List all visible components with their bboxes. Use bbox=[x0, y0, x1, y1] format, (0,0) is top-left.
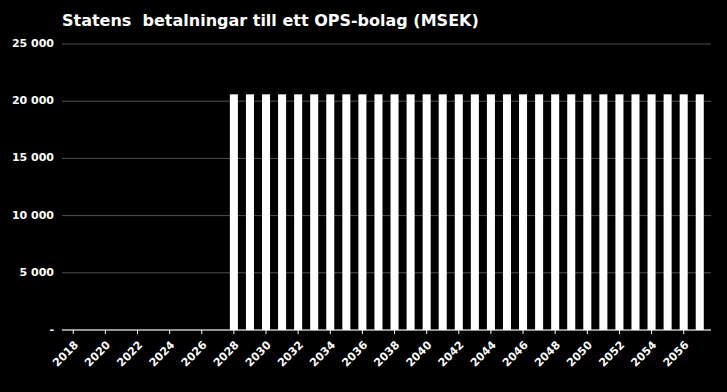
bar bbox=[696, 94, 704, 330]
bar bbox=[342, 94, 350, 330]
bar bbox=[455, 94, 463, 330]
bar bbox=[471, 94, 479, 330]
bar bbox=[278, 94, 286, 330]
title: Statens betalningar till ett OPS-bolag (… bbox=[62, 11, 479, 30]
grid-line bbox=[62, 101, 711, 102]
grid-line bbox=[62, 158, 711, 159]
grid-line bbox=[62, 330, 711, 331]
x-tick bbox=[555, 330, 556, 334]
x-tick-label: 2032 bbox=[275, 339, 306, 370]
bar bbox=[583, 94, 591, 330]
y-tick-label: 25 000 bbox=[12, 37, 54, 50]
bar bbox=[631, 94, 639, 330]
grid bbox=[62, 44, 711, 330]
bar bbox=[487, 94, 495, 330]
bars bbox=[230, 94, 704, 330]
bar bbox=[680, 94, 688, 330]
x-tick-label: 2040 bbox=[404, 338, 435, 369]
bar bbox=[358, 94, 366, 330]
bar bbox=[310, 94, 318, 330]
x-tick-label: 2036 bbox=[339, 338, 370, 369]
x-tick-label: 2056 bbox=[661, 338, 692, 369]
bar bbox=[230, 94, 238, 330]
x-tick-label: 2046 bbox=[500, 338, 531, 369]
bar bbox=[374, 94, 382, 330]
x-tick-label: 2048 bbox=[532, 339, 563, 370]
bar bbox=[246, 94, 254, 330]
x-tick bbox=[587, 330, 588, 334]
bar bbox=[423, 94, 431, 330]
grid-line bbox=[62, 44, 711, 45]
x-tick bbox=[233, 330, 234, 334]
x-tick bbox=[523, 330, 524, 334]
x-tick bbox=[201, 330, 202, 334]
x-tick bbox=[298, 330, 299, 334]
x-tick-label: 2030 bbox=[243, 338, 274, 369]
x-tick bbox=[137, 330, 138, 334]
x-tick bbox=[362, 330, 363, 334]
x-tick bbox=[619, 330, 620, 334]
x-tick bbox=[169, 330, 170, 334]
x-tick-label: 2054 bbox=[628, 338, 659, 369]
y-tick-label: 5 000 bbox=[20, 266, 55, 279]
x-tick bbox=[73, 330, 74, 334]
x-axis-line bbox=[62, 330, 711, 331]
bar bbox=[615, 94, 623, 330]
background bbox=[0, 0, 727, 392]
x-tick-label: 2022 bbox=[114, 339, 145, 370]
y-tick-label: - bbox=[49, 323, 54, 336]
bar bbox=[567, 94, 575, 330]
x-tick-label: 2020 bbox=[82, 338, 113, 369]
x-tick-label: 2018 bbox=[50, 339, 81, 370]
x-tick bbox=[330, 330, 331, 334]
bar bbox=[262, 94, 270, 330]
x-tick bbox=[394, 330, 395, 334]
bar bbox=[599, 94, 607, 330]
x-tick bbox=[266, 330, 267, 334]
bar bbox=[535, 94, 543, 330]
x-tick bbox=[651, 330, 652, 334]
x-tick-label: 2024 bbox=[147, 338, 178, 369]
x-tick bbox=[426, 330, 427, 334]
bar bbox=[551, 94, 559, 330]
bar bbox=[391, 94, 399, 330]
y-tick-label: 15 000 bbox=[12, 151, 54, 164]
bar bbox=[648, 94, 656, 330]
x-tick bbox=[683, 330, 684, 334]
x-axis: 2018202020222024202620282030203220342036… bbox=[50, 330, 711, 369]
x-tick bbox=[458, 330, 459, 334]
x-tick-label: 2038 bbox=[371, 339, 402, 370]
x-tick bbox=[490, 330, 491, 334]
bar bbox=[503, 94, 511, 330]
bar bbox=[664, 94, 672, 330]
y-axis: - 5 000 10 000 15 000 20 000 25 000 bbox=[12, 37, 54, 336]
x-tick-label: 2028 bbox=[211, 339, 242, 370]
x-tick-label: 2044 bbox=[468, 338, 499, 369]
x-tick-label: 2042 bbox=[436, 339, 467, 370]
x-tick-label: 2052 bbox=[596, 339, 627, 370]
x-tick-label: 2034 bbox=[307, 338, 338, 369]
x-tick-label: 2026 bbox=[179, 338, 210, 369]
y-tick-label: 10 000 bbox=[12, 209, 54, 222]
x-tick-label: 2050 bbox=[564, 338, 595, 369]
bar bbox=[519, 94, 527, 330]
y-tick-label: 20 000 bbox=[12, 94, 54, 107]
bar bbox=[407, 94, 415, 330]
grid-line bbox=[62, 272, 711, 273]
x-tick bbox=[105, 330, 106, 334]
bar bbox=[294, 94, 302, 330]
chart: -5 00010 00015 00020 00025 0002018202020… bbox=[0, 0, 727, 392]
bar bbox=[439, 94, 447, 330]
bar bbox=[326, 94, 334, 330]
grid-line bbox=[62, 215, 711, 216]
